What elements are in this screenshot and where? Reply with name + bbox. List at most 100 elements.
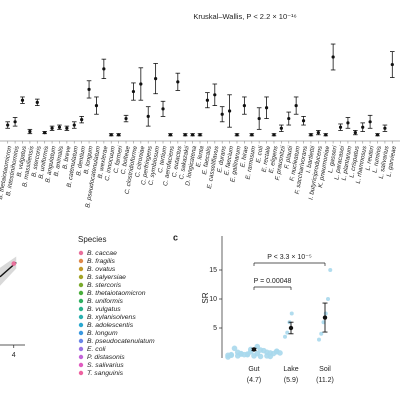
mean-point [279,126,283,130]
point [267,350,274,356]
mean-point [50,126,54,130]
legend-swatch [78,362,84,368]
legend-label: B. xylanisolvens [87,314,136,321]
mean-point [87,87,91,91]
x-tick-label: I. bartlettii [305,145,317,174]
point [283,334,287,339]
mean-point [102,67,106,71]
legend-swatch [78,354,84,360]
legend-label: B. longum [87,330,118,337]
legend-swatch [78,290,84,296]
legend-label: B. uniformis [87,298,123,305]
mean-point [288,325,294,331]
x-tick-label: Soil [319,366,331,373]
point [326,297,330,301]
legend-label: B. pseudocatenulatum [87,338,155,345]
point [285,330,290,335]
mean-point [227,109,232,113]
mean-point [109,133,113,137]
legend-label: B. adolescentis [87,322,134,329]
mean-point [324,133,328,137]
x-tick-label: L. ruminis [371,145,383,174]
point [289,311,294,316]
legend-label: B. fragilis [87,258,116,265]
mean-point [309,133,313,137]
point [321,320,326,325]
point [328,268,333,272]
x-tick-note: (5.9) [284,377,298,384]
mean-point [361,125,365,129]
legend-swatch [78,274,84,280]
mean-point [94,104,99,108]
mean-point [251,347,257,352]
point [251,353,257,359]
mean-point [20,98,25,102]
annotation: P < 3.3 × 10⁻⁵ [267,254,312,261]
y-tick-label: 5 [213,325,217,332]
mean-point [368,120,372,124]
legend-label: B. salyersiae [87,274,126,281]
mean-point [257,116,261,121]
mean-point [146,114,150,118]
x-tick-label: L. reuteri [365,145,376,171]
legend-label: B. ovatus [87,266,116,273]
mean-point [80,118,84,122]
mean-point [220,112,224,116]
point [228,351,235,358]
point [244,351,251,357]
x-tick-label: E. eligens [268,145,280,174]
mean-point [124,116,128,121]
mean-point [176,80,180,84]
mean-point [287,116,291,121]
mean-point [65,126,69,130]
x-tick-note: (4.7) [247,377,261,384]
mean-point [57,125,62,129]
x-tick-label: C. tertium [157,145,169,173]
x-tick-label: Gut [248,366,259,373]
mean-point [131,89,136,94]
x-tick-label: C. farmeri [113,145,125,174]
point [11,261,17,266]
legend-label: B. vulgatus [87,306,121,313]
legend-label: S. salivarius [87,362,124,369]
legend-swatch [78,314,84,320]
legend-label: E. coli [87,346,106,353]
point [238,350,244,357]
mean-point [331,55,335,59]
x-tick-label: L. gasseri [327,145,339,174]
legend-swatch [78,330,84,336]
point [260,347,267,354]
mean-point [28,129,32,134]
mean-point [375,133,380,137]
mean-point [272,133,276,137]
legend-label: P. distasonis [87,354,125,361]
y-axis-label: SR [201,292,210,303]
panel-label: c [173,232,178,242]
x-tick-label: C. bolteae [120,145,132,175]
mean-point [6,123,10,127]
legend-swatch [78,338,84,344]
mean-point [117,133,121,137]
mean-point [383,126,387,130]
legend-swatch [78,258,84,264]
x-tick-label: F. plautii [283,145,294,169]
mean-point [301,119,306,123]
mean-point [390,62,394,67]
point [319,331,324,336]
legend-swatch [78,370,84,376]
point [317,337,321,342]
mean-point [198,133,202,137]
x-tick-label: E. coli [255,145,265,164]
mean-point [235,133,239,137]
legend-swatch [78,346,84,352]
x-tick-note: (11.2) [316,377,334,384]
annotation: P = 0.00048 [254,278,292,285]
mean-point [294,104,298,108]
mean-point [43,131,47,135]
mean-point [346,121,350,125]
legend-swatch [78,322,84,328]
legend-label: B. thetaiotaomicron [87,290,146,297]
x-tick-label: E. lenta [195,145,206,168]
mean-point [205,98,209,102]
legend-swatch [78,250,84,256]
